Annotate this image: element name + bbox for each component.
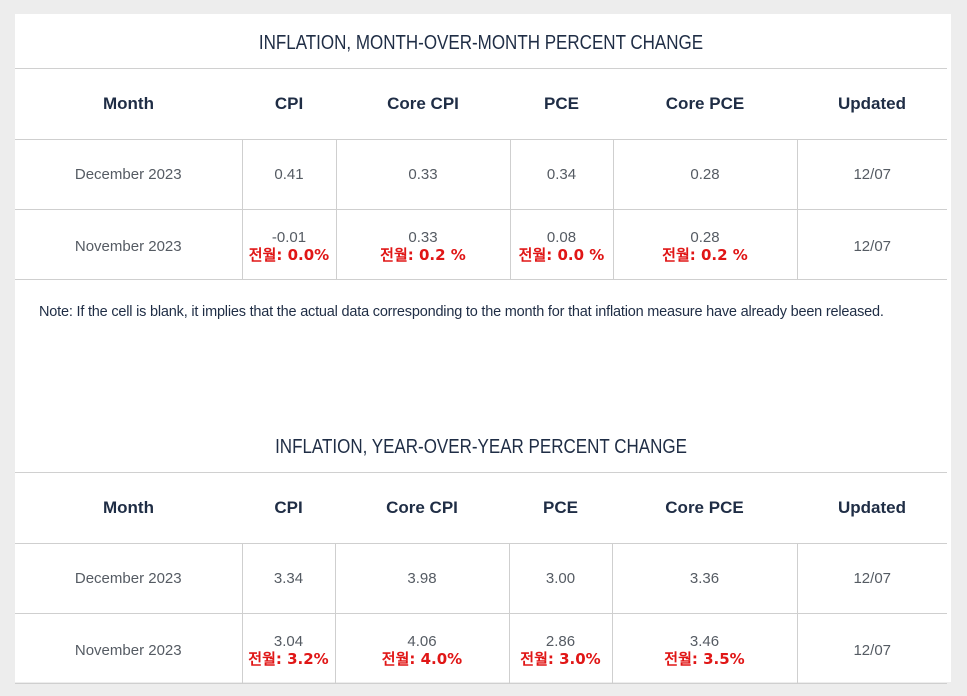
prior-month-note: 전월: 0.0%: [248, 246, 330, 264]
yoy-title-divider: [15, 472, 947, 473]
updated-cell: 12/07: [796, 613, 947, 684]
yoy-header-updated: Updated: [797, 473, 947, 544]
mom-header-updated: Updated: [797, 69, 947, 140]
core-cpi-cell: 0.33: [335, 139, 511, 210]
pce-cell: 2.86 전월: 3.0%: [508, 613, 613, 684]
cpi-cell: 3.04 전월: 3.2%: [241, 613, 336, 684]
yoy-header-core-cpi: Core CPI: [335, 473, 509, 544]
mom-header-core-pce: Core PCE: [613, 69, 797, 140]
yoy-header-row: Month CPI Core CPI PCE Core PCE Updated: [15, 473, 947, 544]
prior-month-note: 전월: 4.0%: [381, 650, 463, 668]
mom-title-divider: [15, 68, 947, 69]
prior-month-note: 전월: 0.2 %: [662, 246, 748, 264]
updated-cell: 12/07: [796, 139, 947, 210]
prior-month-note: 전월: 3.2%: [248, 650, 329, 668]
prior-month-note: 전월: 3.0%: [520, 650, 601, 668]
pce-cell: 0.34: [509, 139, 614, 210]
pce-cell: 3.00: [508, 543, 613, 614]
updated-cell: 12/07: [796, 543, 947, 614]
core-cpi-cell: 3.98: [334, 543, 510, 614]
month-cell: November 2023: [15, 209, 243, 280]
month-cell: December 2023: [15, 543, 243, 614]
month-cell: November 2023: [15, 613, 243, 684]
core-cpi-cell: 0.33 전월: 0.2 %: [335, 209, 511, 280]
table-footnote: Note: If the cell is blank, it implies t…: [39, 304, 884, 320]
pce-cell: 0.08 전월: 0.0 %: [509, 209, 614, 280]
mom-header-cpi: CPI: [242, 69, 336, 140]
table-row: November 2023 -0.01 전월: 0.0% 0.33 전월: 0.…: [15, 209, 947, 280]
core-pce-cell: 3.36: [611, 543, 798, 614]
core-pce-cell: 3.46 전월: 3.5%: [611, 613, 798, 684]
table-row: December 2023 3.34 3.98 3.00 3.36 12/07: [15, 543, 947, 614]
month-cell: December 2023: [15, 139, 243, 210]
prior-month-note: 전월: 3.5%: [664, 650, 745, 668]
page-frame: INFLATION, MONTH-OVER-MONTH PERCENT CHAN…: [15, 14, 951, 684]
yoy-table: Month CPI Core CPI PCE Core PCE Updated …: [15, 473, 947, 684]
prior-month-note: 전월: 0.2 %: [380, 246, 466, 264]
yoy-header-core-pce: Core PCE: [612, 473, 797, 544]
mom-section-title: INFLATION, MONTH-OVER-MONTH PERCENT CHAN…: [258, 32, 704, 54]
table-row: November 2023 3.04 전월: 3.2% 4.06 전월: 4.0…: [15, 613, 947, 684]
yoy-header-pce: PCE: [509, 473, 612, 544]
updated-cell: 12/07: [796, 209, 947, 280]
yoy-header-month: Month: [15, 473, 242, 544]
prior-month-note: 전월: 0.0 %: [518, 246, 605, 264]
mom-table: Month CPI Core CPI PCE Core PCE Updated …: [15, 69, 947, 280]
cpi-cell: 3.34: [241, 543, 336, 614]
yoy-section-title: INFLATION, YEAR-OVER-YEAR PERCENT CHANGE: [275, 436, 687, 458]
mom-header-pce: PCE: [510, 69, 613, 140]
core-pce-cell: 0.28 전월: 0.2 %: [612, 209, 798, 280]
cpi-cell: -0.01 전월: 0.0%: [241, 209, 337, 280]
mom-header-row: Month CPI Core CPI PCE Core PCE Updated: [15, 69, 947, 140]
core-pce-cell: 0.28: [612, 139, 798, 210]
yoy-header-cpi: CPI: [242, 473, 335, 544]
core-cpi-cell: 4.06 전월: 4.0%: [334, 613, 510, 684]
cpi-cell: 0.41: [241, 139, 337, 210]
table-row: December 2023 0.41 0.33 0.34 0.28 12/07: [15, 139, 947, 210]
mom-header-core-cpi: Core CPI: [336, 69, 510, 140]
mom-header-month: Month: [15, 69, 242, 140]
